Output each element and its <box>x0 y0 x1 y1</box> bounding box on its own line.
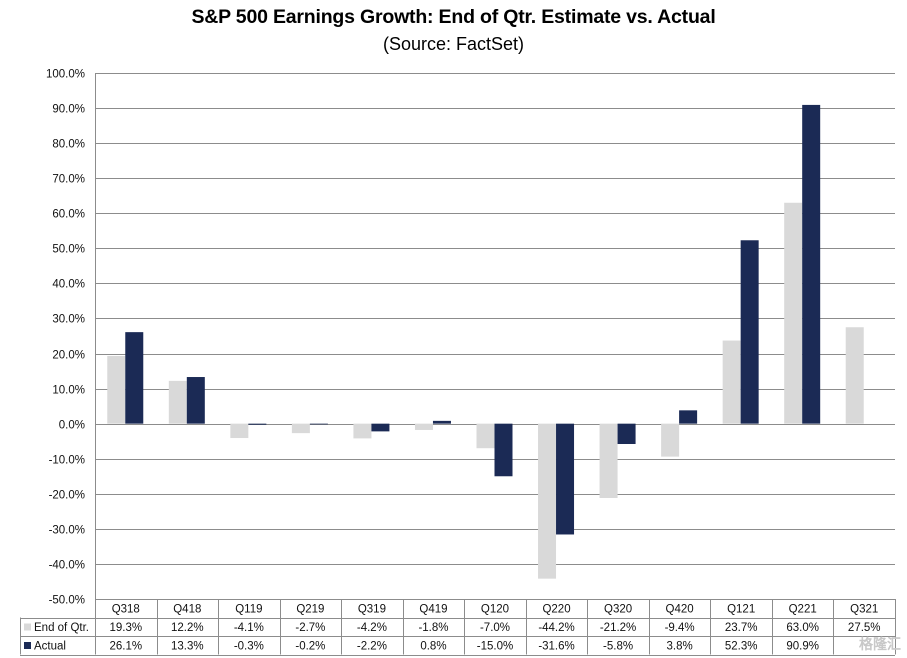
bars <box>107 104 864 579</box>
bar-estimate-q319 <box>353 423 372 439</box>
legend-label: End of Qtr. <box>34 622 89 634</box>
chart-title: S&P 500 Earnings Growth: End of Qtr. Est… <box>191 6 716 28</box>
data-label: -2.7% <box>295 622 325 634</box>
bar-estimate-q221 <box>784 202 803 424</box>
data-label: 52.3% <box>725 641 758 653</box>
bar-estimate-q220 <box>538 423 557 579</box>
y-tick-label: 100.0% <box>46 69 85 81</box>
data-label: 26.1% <box>109 641 142 653</box>
data-label: -4.1% <box>234 622 264 634</box>
y-tick-label: 60.0% <box>52 209 85 221</box>
x-tick-label: Q318 <box>112 604 140 616</box>
data-label: 12.2% <box>171 622 204 634</box>
data-label: 3.8% <box>667 641 693 653</box>
x-tick-label: Q120 <box>481 604 509 616</box>
x-tick-label: Q420 <box>666 604 694 616</box>
y-tick-label: 90.0% <box>52 104 85 116</box>
data-label: 19.3% <box>109 622 142 634</box>
y-tick-label: 50.0% <box>52 244 85 256</box>
data-label: 63.0% <box>786 622 819 634</box>
data-label: -31.6% <box>538 641 574 653</box>
y-tick-label: -10.0% <box>49 455 85 467</box>
x-tick-label: Q419 <box>419 604 447 616</box>
bar-estimate-q321 <box>845 327 864 424</box>
x-tick-label: Q321 <box>850 604 878 616</box>
bar-actual-q418 <box>186 377 205 424</box>
legend-swatch-estimate <box>24 623 31 631</box>
data-label: 13.3% <box>171 641 204 653</box>
y-tick-label: -20.0% <box>49 490 85 502</box>
data-label: -21.2% <box>600 622 636 634</box>
bar-estimate-q420 <box>661 423 680 457</box>
data-label: 90.9% <box>786 641 819 653</box>
bar-actual-q318 <box>125 332 144 424</box>
data-label: 27.5% <box>848 622 881 634</box>
x-tick-label: Q219 <box>296 604 324 616</box>
data-label: -0.3% <box>234 641 264 653</box>
x-tick-label: Q221 <box>789 604 817 616</box>
x-tick-label: Q418 <box>173 604 201 616</box>
data-label: -5.8% <box>603 641 633 653</box>
data-label: -9.4% <box>665 622 695 634</box>
data-label: -2.2% <box>357 641 387 653</box>
data-label: -1.8% <box>418 622 448 634</box>
bar-estimate-q121 <box>722 340 741 424</box>
y-tick-label: 40.0% <box>52 279 85 291</box>
legend-label: Actual <box>34 641 66 653</box>
data-label: -15.0% <box>477 641 513 653</box>
bar-estimate-q419 <box>414 423 433 430</box>
y-tick-label: 30.0% <box>52 314 85 326</box>
y-tick-label: 80.0% <box>52 139 85 151</box>
data-label: -44.2% <box>538 622 574 634</box>
data-label: 0.8% <box>420 641 446 653</box>
y-tick-label: 20.0% <box>52 350 85 362</box>
y-tick-label: -40.0% <box>49 560 85 572</box>
data-table: Q318 19.3% 26.1% Q418 12.2% 13.3% Q119 -4.1% -0.… <box>20 599 896 656</box>
watermark-logo: 格隆汇 <box>859 636 901 652</box>
bar-estimate-q318 <box>107 355 126 424</box>
bar-estimate-q219 <box>291 423 310 434</box>
bar-estimate-q418 <box>168 380 187 424</box>
bar-actual-q119 <box>248 423 267 425</box>
x-tick-label: Q119 <box>235 604 262 616</box>
bar-estimate-q119 <box>230 423 249 439</box>
bar-actual-q320 <box>617 423 636 445</box>
bar-actual-q419 <box>432 420 451 424</box>
bar-actual-q220 <box>556 423 575 535</box>
y-tick-label: 0.0% <box>59 420 85 432</box>
chart-subtitle: (Source: FactSet) <box>382 34 525 54</box>
y-axis-ticks: -50.0% -40.0% -30.0% -20.0% -10.0% 0.0% 10.0% 2… <box>46 69 85 607</box>
x-tick-label: Q121 <box>727 604 755 616</box>
x-tick-label: Q320 <box>604 604 632 616</box>
data-label: 23.7% <box>725 622 758 634</box>
bar-actual-q319 <box>371 423 390 432</box>
data-label: -4.2% <box>357 622 387 634</box>
bar-estimate-q120 <box>476 423 495 449</box>
y-tick-label: -30.0% <box>49 525 85 537</box>
bar-actual-q221 <box>802 104 821 424</box>
bar-actual-q420 <box>679 410 698 424</box>
bar-actual-q120 <box>494 423 513 477</box>
x-tick-label: Q220 <box>542 604 570 616</box>
bar-actual-q219 <box>309 423 328 425</box>
y-tick-label: -50.0% <box>49 595 85 607</box>
gridlines <box>95 73 895 600</box>
x-tick-label: Q319 <box>358 604 386 616</box>
bar-actual-q121 <box>740 240 759 424</box>
legend-swatch-actual <box>24 642 31 649</box>
bar-estimate-q320 <box>599 423 618 499</box>
data-label: -7.0% <box>480 622 510 634</box>
data-label: -0.2% <box>295 641 325 653</box>
y-tick-label: 10.0% <box>52 385 85 397</box>
y-tick-label: 70.0% <box>52 174 85 186</box>
